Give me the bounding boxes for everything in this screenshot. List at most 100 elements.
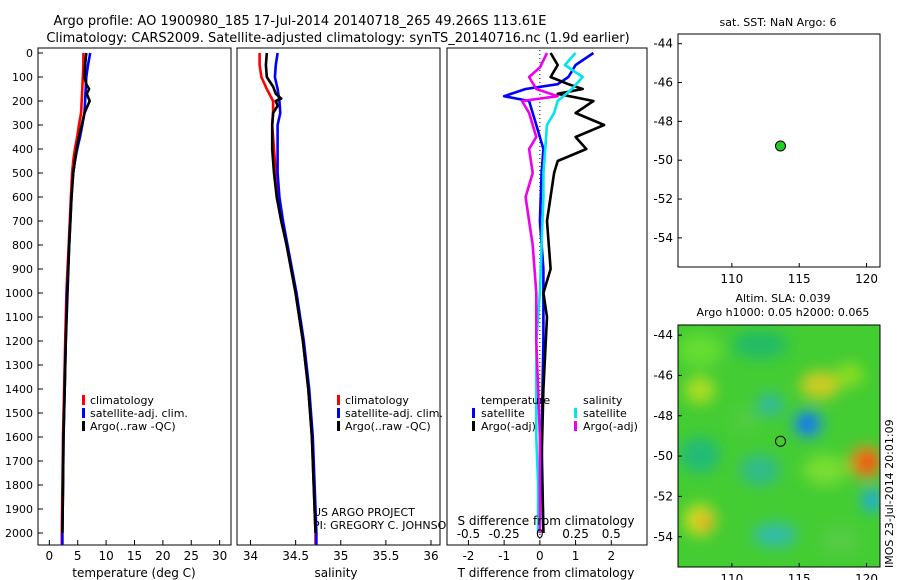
depth-tick-label: 700 bbox=[12, 215, 33, 228]
legend-label-s-argo: Argo(-adj) bbox=[583, 420, 638, 433]
legend-title-salinity: salinity bbox=[583, 394, 623, 407]
t-difference-axis-label: T difference from climatology bbox=[457, 566, 635, 580]
float-position-circle bbox=[774, 435, 786, 447]
legend-label-satellite: satellite-adj. clim. bbox=[345, 407, 443, 420]
depth-tick-label: 600 bbox=[12, 191, 33, 204]
depth-tick-label: 800 bbox=[12, 239, 33, 252]
lat-tick-label: -48 bbox=[653, 409, 673, 423]
altimetry-title-1: Altim. SLA: 0.039 bbox=[735, 292, 830, 305]
depth-tick-label: 1900 bbox=[5, 503, 33, 516]
legend-swatch-s-satellite bbox=[574, 408, 577, 418]
x-tick-label: 25 bbox=[184, 549, 199, 563]
legend-swatch-argo bbox=[337, 421, 340, 431]
lat-tick-label: -46 bbox=[653, 368, 673, 382]
sla-heatmap bbox=[678, 325, 880, 567]
legend-title-temperature: temperature bbox=[481, 394, 550, 407]
x-tick-label: 35.5 bbox=[373, 549, 400, 563]
x-tick-label: 5 bbox=[74, 549, 82, 563]
lat-tick-label: -52 bbox=[653, 489, 673, 503]
depth-tick-label: 500 bbox=[12, 167, 33, 180]
altimetry-map-frame bbox=[677, 324, 881, 568]
lat-tick-label: -52 bbox=[653, 192, 673, 206]
legend-swatch-satellite bbox=[82, 408, 85, 418]
altimetry-map: Altim. SLA: 0.039 Argo h1000: 0.05 h2000… bbox=[653, 292, 881, 580]
salinity-plot-frame bbox=[236, 47, 441, 546]
location-map-title: sat. SST: NaN Argo: 6 bbox=[720, 16, 837, 29]
difference-series bbox=[502, 51, 606, 534]
legend-swatch-satellite bbox=[337, 408, 340, 418]
x-tick-label: 36 bbox=[423, 549, 438, 563]
lat-tick-label: -44 bbox=[653, 328, 673, 342]
depth-tick-label: 200 bbox=[12, 95, 33, 108]
x-tick-label: 0 bbox=[536, 549, 544, 563]
salinity-legend: climatology satellite-adj. clim. Argo(..… bbox=[337, 394, 443, 433]
depth-tick-label: 1200 bbox=[5, 335, 33, 348]
legend-label-climatology: climatology bbox=[345, 394, 409, 407]
depth-tick-label: 1500 bbox=[5, 407, 33, 420]
series-s-satellite bbox=[534, 52, 585, 533]
depth-tick-label: 400 bbox=[12, 143, 33, 156]
depth-tick-label: 1400 bbox=[5, 383, 33, 396]
pi-label: PI: GREGORY C. JOHNSON bbox=[313, 519, 454, 532]
lat-tick-label: -50 bbox=[653, 449, 673, 463]
altimetry-map-axes: 110 115 120 -44 -46 -48 -50 -52 -54 bbox=[653, 328, 878, 580]
location-map: sat. SST: NaN Argo: 6 110 115 120 -44 -46 -48… bbox=[653, 16, 881, 286]
location-map-axes: 110 115 120 -44 -46 -48 -50 -52 -54 bbox=[653, 37, 878, 286]
series-s-argo-adj bbox=[520, 52, 560, 533]
legend-label-t-satellite: satellite bbox=[481, 407, 525, 420]
depth-tick-label: 300 bbox=[12, 119, 33, 132]
depth-tick-label: 100 bbox=[12, 71, 33, 84]
series-argo-raw-qc bbox=[61, 52, 91, 534]
timestamp: IMOS 23-Jul-2014 20:01:09 bbox=[883, 419, 896, 568]
legend-label-t-argo: Argo(-adj) bbox=[481, 420, 536, 433]
x-tick-label: 34.5 bbox=[282, 549, 309, 563]
x-tick-label: 35 bbox=[333, 549, 348, 563]
depth-tick-label: 1700 bbox=[5, 455, 33, 468]
x-tick-label: 0 bbox=[46, 549, 54, 563]
difference-panel: -2 -1 0 1 2 temperature salinity satellite A… bbox=[446, 47, 648, 580]
legend-swatch-argo bbox=[82, 421, 85, 431]
x-tick-label: 2 bbox=[607, 549, 615, 563]
s-tick-label: -0.5 bbox=[457, 527, 480, 541]
depth-tick-label: 2000 bbox=[5, 527, 33, 540]
series-argo-raw-qc bbox=[264, 52, 317, 534]
t-difference-axis: -2 -1 0 1 2 bbox=[462, 540, 615, 563]
lat-tick-label: -54 bbox=[653, 231, 673, 245]
depth-tick-label: 900 bbox=[12, 263, 33, 276]
s-tick-label: 0 bbox=[536, 527, 544, 541]
series-t-argo-adj bbox=[540, 52, 606, 534]
s-tick-label: 0.5 bbox=[602, 527, 621, 541]
legend-label-s-satellite: satellite bbox=[583, 407, 627, 420]
temperature-series bbox=[60, 52, 92, 545]
depth-tick-label: 0 bbox=[26, 47, 33, 60]
title-line-1: Argo profile: AO 1900980_185 17-Jul-2014… bbox=[53, 14, 546, 29]
lon-tick-label: 110 bbox=[720, 572, 743, 580]
temperature-axis-label: temperature (deg C) bbox=[72, 566, 195, 580]
depth-axis: 0 100 200 300 400 500 600 700 800 900 1000 1100 1200… bbox=[5, 47, 43, 540]
x-tick-label: 15 bbox=[127, 549, 142, 563]
s-difference-axis: -0.5 -0.25 0 0.25 0.5 bbox=[457, 527, 621, 541]
x-tick-label: 1 bbox=[572, 549, 580, 563]
legend-swatch-t-argo bbox=[472, 421, 475, 431]
title-line-2: Climatology: CARS2009. Satellite-adjuste… bbox=[46, 31, 629, 46]
depth-tick-label: 1100 bbox=[5, 311, 33, 324]
legend-swatch-s-argo bbox=[574, 421, 577, 431]
legend-label-argo: Argo(..raw -QC) bbox=[345, 420, 431, 433]
lat-tick-label: -48 bbox=[653, 114, 673, 128]
x-tick-label: 34 bbox=[243, 549, 258, 563]
legend-swatch-climatology bbox=[337, 395, 340, 405]
depth-tick-label: 1300 bbox=[5, 359, 33, 372]
difference-legend: temperature salinity satellite Argo(-adj… bbox=[472, 394, 638, 433]
x-tick-label: -2 bbox=[462, 549, 474, 563]
lon-tick-label: 115 bbox=[788, 572, 811, 580]
legend-label-argo: Argo(..raw -QC) bbox=[90, 420, 176, 433]
x-tick-label: 10 bbox=[98, 549, 113, 563]
altimetry-title-2: Argo h1000: 0.05 h2000: 0.065 bbox=[697, 306, 870, 319]
x-tick-label: 30 bbox=[212, 549, 227, 563]
legend-label-satellite: satellite-adj. clim. bbox=[90, 407, 188, 420]
s-tick-label: 0.25 bbox=[562, 527, 589, 541]
temperature-panel: 0100200300400500600700800900100011001200… bbox=[5, 47, 232, 580]
depth-tick-label: 1600 bbox=[5, 431, 33, 444]
depth-tick-label: 1800 bbox=[5, 479, 33, 492]
